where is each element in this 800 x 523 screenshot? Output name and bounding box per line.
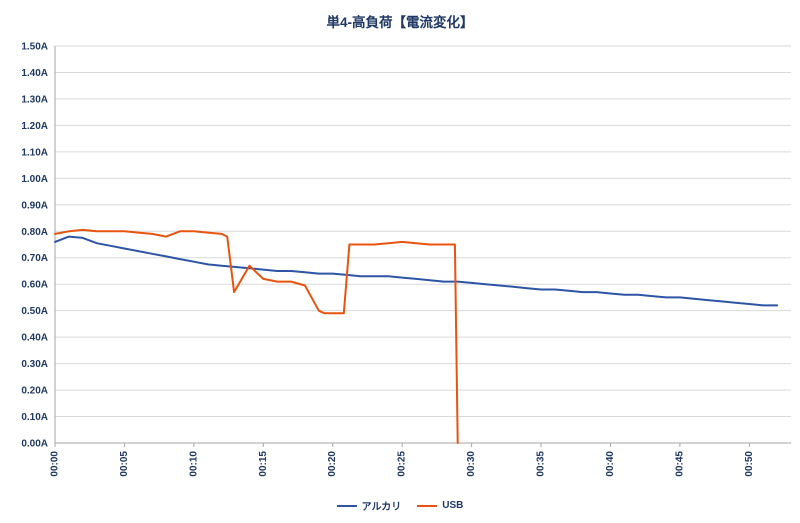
y-axis-tick-label: 0.60A — [21, 280, 48, 291]
x-axis-tick-label: 00:15 — [258, 451, 269, 477]
legend-item-alkaline: アルカリ — [336, 498, 402, 513]
y-axis-tick-label: 0.30A — [21, 359, 48, 370]
y-axis-tick-label: 1.00A — [21, 174, 48, 185]
x-axis-tick-label: 00:30 — [466, 451, 477, 477]
y-axis-tick-label: 0.70A — [21, 253, 48, 264]
y-axis-tick-label: 1.10A — [21, 147, 48, 158]
x-axis-tick-label: 00:25 — [397, 451, 408, 477]
x-axis-tick-label: 00:00 — [50, 451, 61, 477]
x-axis-tick-label: 00:20 — [327, 451, 338, 477]
y-axis-tick-label: 1.20A — [21, 121, 48, 132]
y-axis-tick-label: 0.90A — [21, 200, 48, 211]
chart-title: 単4-高負荷【電流変化】 — [326, 15, 474, 30]
y-axis-tick-label: 0.40A — [21, 333, 48, 344]
legend-line-swatch-usb — [417, 504, 438, 507]
y-axis-tick-label: 1.30A — [21, 94, 48, 105]
y-axis-tick-label: 0.10A — [21, 412, 48, 423]
x-axis-tick-label: 00:35 — [536, 451, 547, 477]
series-line-0 — [54, 235, 779, 307]
series-line-1 — [54, 228, 459, 444]
y-axis-tick-label: 0.00A — [21, 439, 48, 450]
y-axis-tick-label: 1.50A — [21, 42, 48, 53]
legend: アルカリ USB — [0, 498, 800, 513]
legend-label-alkaline: アルカリ — [361, 502, 402, 513]
legend-item-usb: USB — [417, 500, 463, 511]
x-axis-tick-label: 00:05 — [119, 451, 130, 477]
x-axis-tick-label: 00:50 — [744, 451, 755, 477]
y-axis-tick-label: 0.80A — [21, 227, 48, 238]
y-axis-tick-label: 1.40A — [21, 68, 48, 79]
legend-line-swatch-alkaline — [336, 504, 357, 507]
x-axis-tick-label: 00:45 — [674, 451, 685, 477]
x-axis-tick-label: 00:40 — [605, 451, 616, 477]
y-axis-tick-label: 0.50A — [21, 306, 48, 317]
legend-label-usb: USB — [442, 500, 464, 511]
y-axis-tick-label: 0.20A — [21, 386, 48, 397]
x-axis-tick-label: 00:10 — [188, 451, 199, 477]
